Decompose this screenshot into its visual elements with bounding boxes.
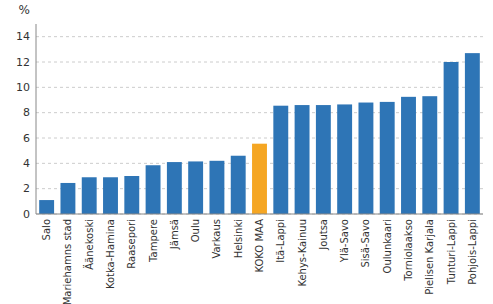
bar	[444, 62, 459, 214]
bar	[231, 156, 246, 214]
y-tick-label: 14	[16, 30, 30, 43]
x-tick-label: Pielisen Karjala	[424, 219, 435, 295]
x-axis-line	[36, 214, 483, 215]
y-ticks: 0 2 4 6 8 10 12 14	[16, 30, 30, 220]
bar	[273, 106, 288, 214]
bar	[422, 96, 437, 214]
x-tick-label: Joutsa	[318, 219, 329, 251]
x-tick-label: Oulu	[190, 219, 201, 242]
x-tick-label: KOKO MAA	[254, 219, 265, 273]
bar	[103, 177, 118, 214]
bar	[252, 144, 267, 214]
grid-line	[36, 112, 483, 113]
x-tick-label: Varkaus	[211, 219, 222, 259]
x-tick-label: Torniolaakso	[403, 219, 414, 282]
bar	[209, 161, 224, 214]
bar	[316, 105, 331, 214]
bar	[39, 200, 54, 214]
x-tick-label: Äänekoski	[83, 219, 95, 270]
x-tick-label: Kehys-Kainuu	[297, 219, 308, 287]
grid-line	[36, 62, 483, 63]
y-axis-line	[36, 24, 37, 214]
x-tick-label: Tampere	[148, 219, 159, 263]
grid	[36, 37, 483, 214]
y-tick-label: 12	[16, 56, 30, 69]
grid-line	[36, 214, 483, 215]
x-tick-label: Sisä-Savo	[360, 219, 371, 268]
chart: 0 2 4 6 8 10 12 14% Salo Mariehamns stad Äänekoski…	[0, 0, 493, 304]
x-tick-label: Tunturi-Lappi	[446, 219, 457, 285]
y-tick-label: 2	[23, 182, 30, 195]
y-tick-label: 10	[16, 81, 30, 94]
x-tick-label: Raasepori	[126, 219, 137, 269]
bar	[465, 53, 480, 214]
x-tick-label: Helsinki	[233, 219, 244, 258]
grid-line	[36, 87, 483, 88]
bar	[188, 161, 203, 214]
bar	[167, 162, 182, 214]
bars	[39, 53, 480, 214]
bar	[337, 104, 352, 214]
bar	[358, 103, 373, 214]
x-tick-label: Itä-Lappi	[275, 219, 286, 263]
y-tick-label: 6	[23, 132, 30, 145]
x-tick-label: Mariehamns stad	[62, 219, 73, 304]
x-tick-label: Oulunkaari	[382, 219, 393, 273]
grid-line	[36, 138, 483, 139]
y-tick-label: 0	[23, 208, 30, 221]
bar	[146, 165, 161, 214]
x-tick-label: Jämsä	[169, 219, 180, 250]
y-tick-label: 8	[23, 106, 30, 119]
bar	[124, 176, 139, 214]
grid-line	[36, 36, 483, 37]
y-axis-label: %	[19, 3, 30, 17]
x-tick-label: Ylä-Savo	[339, 219, 350, 263]
bar	[60, 183, 75, 214]
x-tick-label: Pohjois-Lappi	[467, 219, 478, 285]
bar	[401, 97, 416, 214]
x-tick-label: Kotka-Hamina	[105, 219, 116, 289]
x-tick-label: Salo	[41, 219, 52, 240]
bar	[295, 105, 310, 214]
bar	[82, 177, 97, 214]
x-ticks: Salo Mariehamns stad Äänekoski Kotka-Hamina…	[41, 219, 478, 304]
bar	[380, 102, 395, 214]
y-tick-label: 4	[23, 157, 30, 170]
